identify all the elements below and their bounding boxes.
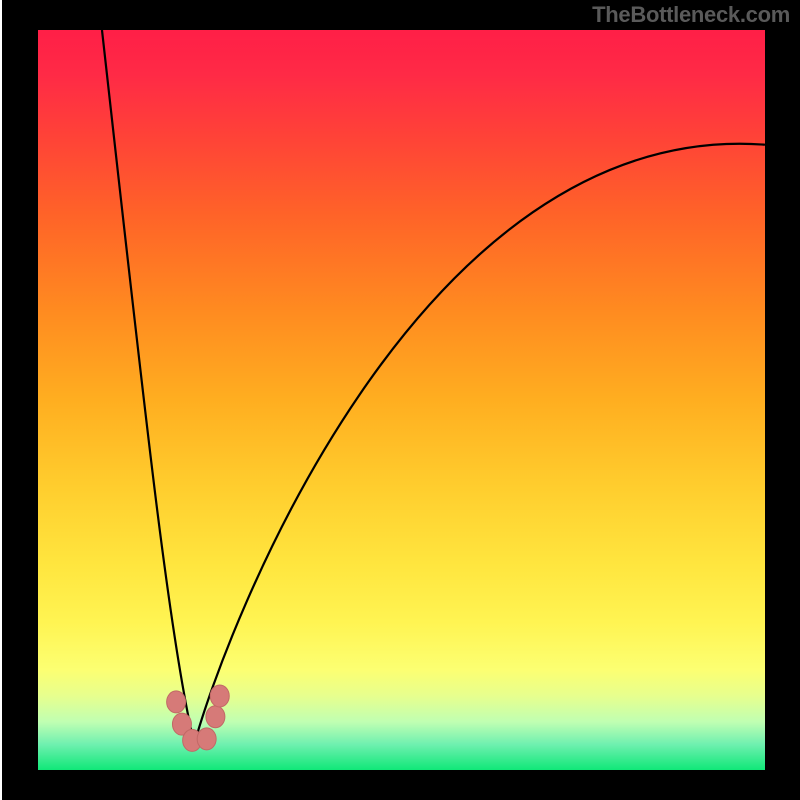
- valley-marker: [167, 691, 186, 713]
- valley-marker: [206, 706, 225, 728]
- chart-frame: TheBottleneck.com: [0, 0, 800, 800]
- valley-marker: [197, 728, 216, 750]
- valley-marker: [210, 685, 229, 707]
- bottleneck-chart: [0, 0, 800, 800]
- watermark-text: TheBottleneck.com: [592, 2, 790, 28]
